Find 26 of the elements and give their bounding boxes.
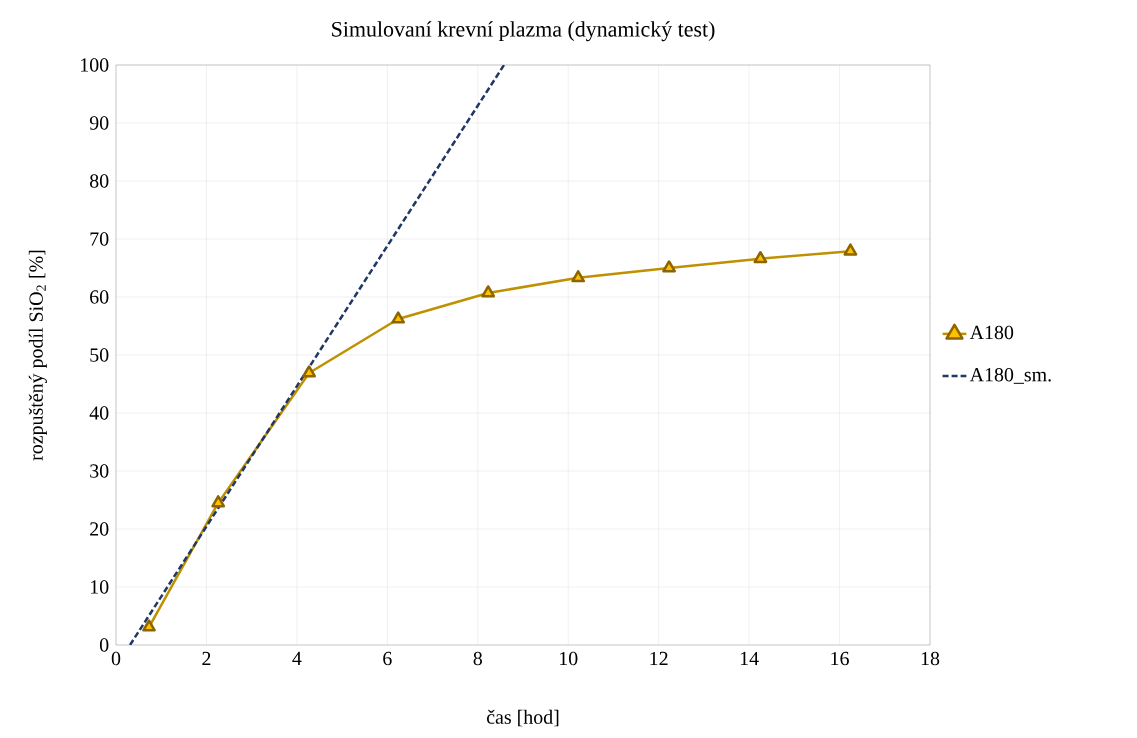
y-tick-label: 70 [90, 232, 109, 246]
y-tick-label: 20 [90, 522, 109, 536]
x-tick-label: 12 [650, 651, 668, 666]
chart-title: Simulovaní krevní plazma (dynamický test) [332, 21, 715, 42]
y-tick-label: 0 [99, 638, 109, 652]
x-tick-label: 18 [921, 651, 940, 666]
x-tick-label: 4 [292, 651, 302, 665]
y-tick-label: 60 [90, 290, 109, 304]
x-tick-label: 10 [560, 651, 578, 666]
y-tick-label: 10 [90, 580, 109, 594]
y-tick-label: 80 [90, 174, 109, 188]
x-tick-label: 6 [383, 651, 392, 666]
x-tick-label: 0 [111, 651, 121, 666]
y-axis-title: rozpuštěný podíl SiO$_{2}$ [%] [28, 250, 47, 461]
y-tick-label: 40 [89, 406, 109, 420]
x-tick-label: 2 [202, 651, 211, 666]
x-tick-label: 14 [740, 651, 759, 665]
x-tick-label: 16 [831, 651, 849, 666]
x-tick-label: 8 [473, 651, 482, 666]
y-tick-label: 100 [81, 58, 109, 72]
y-tick-label: 90 [89, 116, 109, 130]
y-tick-label: 30 [90, 464, 109, 478]
x-axis-title: čas [hod] [486, 709, 559, 727]
y-tick-label: 50 [90, 348, 109, 362]
legend-label: A180_sm. [969, 367, 1051, 384]
legend-label: A180 [969, 325, 1014, 340]
